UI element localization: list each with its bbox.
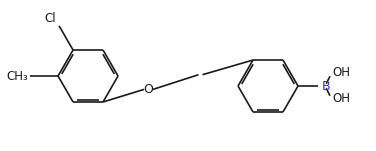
Text: O: O xyxy=(143,83,153,96)
Text: OH: OH xyxy=(333,66,350,79)
Text: Cl: Cl xyxy=(44,12,56,25)
Text: CH₃: CH₃ xyxy=(6,69,28,82)
Text: OH: OH xyxy=(333,93,350,106)
Text: B: B xyxy=(321,79,330,93)
